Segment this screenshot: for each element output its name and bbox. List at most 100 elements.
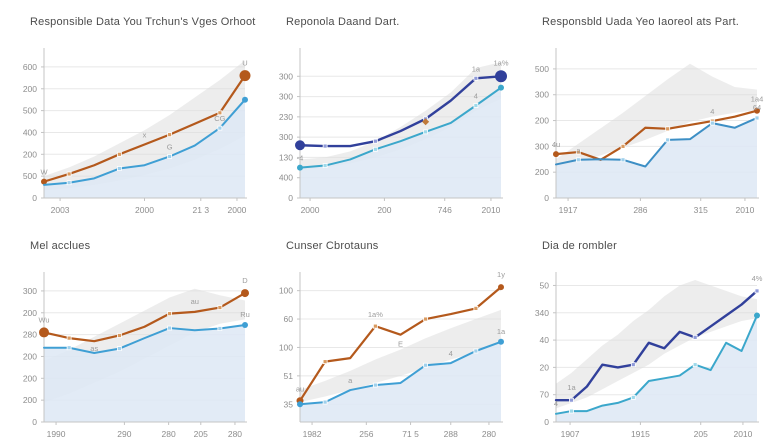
svg-text:as: as — [90, 344, 98, 353]
svg-text:0: 0 — [32, 193, 37, 203]
svg-text:CG: CG — [214, 114, 225, 123]
chart-title: Cunser Cbrotauns — [286, 240, 379, 252]
svg-text:1a: 1a — [472, 64, 481, 73]
svg-text:205: 205 — [194, 429, 208, 439]
svg-text:U: U — [242, 59, 247, 68]
svg-text:200: 200 — [23, 308, 37, 318]
svg-text:1a%: 1a% — [368, 310, 383, 319]
svg-text:200: 200 — [23, 351, 37, 361]
svg-text:au: au — [191, 297, 199, 306]
svg-text:-4: -4 — [297, 154, 304, 163]
svg-text:4%: 4% — [752, 274, 763, 283]
svg-text:0: 0 — [32, 417, 37, 427]
chart-cell-5: Cunser Cbrotauns 35 51 100 60 100 1982 256 71 5… — [256, 224, 512, 448]
svg-text:70: 70 — [540, 390, 550, 400]
svg-text:280: 280 — [228, 429, 242, 439]
svg-text:4: 4 — [710, 107, 714, 116]
svg-text:230: 230 — [279, 112, 293, 122]
svg-text:300: 300 — [23, 286, 37, 296]
svg-text:2000: 2000 — [301, 205, 320, 215]
chart-title: Mel acclues — [30, 240, 91, 252]
svg-text:1982: 1982 — [303, 429, 322, 439]
svg-text:20: 20 — [540, 362, 550, 372]
chart-title: Responsbld Uada Yeo Iaoreol ats Part. — [542, 16, 739, 28]
svg-text:35: 35 — [284, 399, 294, 409]
svg-text:1a: 1a — [567, 383, 576, 392]
svg-text:746: 746 — [438, 205, 452, 215]
svg-text:500: 500 — [23, 171, 37, 181]
svg-text:Ru: Ru — [240, 310, 250, 319]
svg-text:4: 4 — [474, 91, 478, 100]
svg-text:200: 200 — [535, 116, 549, 126]
svg-text:300: 300 — [535, 141, 549, 151]
svg-text:300: 300 — [279, 71, 293, 81]
svg-text:500: 500 — [23, 106, 37, 116]
svg-text:1a%: 1a% — [493, 58, 508, 67]
svg-text:300: 300 — [279, 132, 293, 142]
svg-text:0: 0 — [544, 193, 549, 203]
svg-text:au: au — [296, 385, 304, 394]
svg-text:1a: 1a — [497, 327, 506, 336]
svg-text:280: 280 — [23, 330, 37, 340]
svg-text:21 3: 21 3 — [193, 205, 210, 215]
svg-text:130: 130 — [279, 152, 293, 162]
chart-title: Responsible Data You Trchun's Vges Orhoo… — [30, 16, 256, 28]
svg-text:500: 500 — [535, 64, 549, 74]
chart-cell-4: Mel acclues 0 200 200 200 280 200 300 1990 290 28… — [0, 224, 256, 448]
svg-text:0: 0 — [544, 417, 549, 427]
svg-text:2010: 2010 — [733, 429, 752, 439]
svg-text:256: 256 — [359, 429, 373, 439]
svg-text:4: 4 — [554, 399, 558, 408]
chart-cell-6: Dia de rombler 0 70 20 40 340 50 1907 1915 205 20… — [512, 224, 768, 448]
svg-text:50: 50 — [540, 280, 550, 290]
svg-text:W: W — [40, 168, 48, 177]
svg-text:300: 300 — [535, 90, 549, 100]
svg-text:286: 286 — [633, 205, 647, 215]
svg-text:G: G — [167, 142, 173, 151]
svg-text:2003: 2003 — [51, 205, 70, 215]
svg-text:340: 340 — [535, 308, 549, 318]
svg-text:E: E — [398, 340, 403, 349]
line-chart: 0 200 200 200 280 200 300 1990 290 280 205 280 Dau Ru… — [23, 272, 250, 439]
svg-text:400: 400 — [279, 173, 293, 183]
svg-text:a: a — [576, 146, 581, 155]
svg-text:300: 300 — [279, 92, 293, 102]
svg-text:1990: 1990 — [47, 429, 66, 439]
svg-text:2000: 2000 — [135, 205, 154, 215]
svg-text:4u: 4u — [552, 140, 560, 149]
svg-text:200: 200 — [535, 167, 549, 177]
svg-text:a: a — [348, 376, 353, 385]
svg-text:60: 60 — [284, 314, 294, 324]
svg-text:71 5: 71 5 — [402, 429, 419, 439]
svg-text:600: 600 — [23, 62, 37, 72]
line-chart: 0 70 20 40 340 50 1907 1915 205 2010 4% 1a 4 — [535, 272, 763, 439]
svg-text:Wu: Wu — [38, 315, 49, 324]
svg-text:205: 205 — [694, 429, 708, 439]
svg-text:288: 288 — [444, 429, 458, 439]
svg-text:0: 0 — [288, 193, 293, 203]
svg-text:400: 400 — [23, 127, 37, 137]
svg-text:200: 200 — [23, 84, 37, 94]
chart-cell-2: Reponola Daand Dart. 0 400 130 300 230 300 300… — [256, 0, 512, 224]
svg-text:290: 290 — [117, 429, 131, 439]
svg-text:40: 40 — [540, 335, 550, 345]
svg-text:2010: 2010 — [735, 205, 754, 215]
svg-text:D: D — [242, 276, 248, 285]
svg-text:200: 200 — [23, 149, 37, 159]
svg-text:100: 100 — [279, 286, 293, 296]
svg-text:200: 200 — [23, 395, 37, 405]
svg-text:280: 280 — [162, 429, 176, 439]
svg-text:1a4: 1a4 — [751, 95, 764, 104]
svg-text:315: 315 — [694, 205, 708, 215]
svg-text:64: 64 — [753, 103, 761, 112]
svg-text:200: 200 — [23, 373, 37, 383]
svg-text:200: 200 — [377, 205, 391, 215]
svg-text:2000: 2000 — [227, 205, 246, 215]
svg-text:2010: 2010 — [481, 205, 500, 215]
svg-text:x: x — [143, 130, 147, 139]
chart-title: Reponola Daand Dart. — [286, 16, 400, 28]
svg-text:280: 280 — [482, 429, 496, 439]
chart-title: Dia de rombler — [542, 240, 617, 252]
line-chart: 35 51 100 60 100 1982 256 71 5 288 280 1y 1a 1a% Ea 4 a… — [279, 270, 506, 439]
